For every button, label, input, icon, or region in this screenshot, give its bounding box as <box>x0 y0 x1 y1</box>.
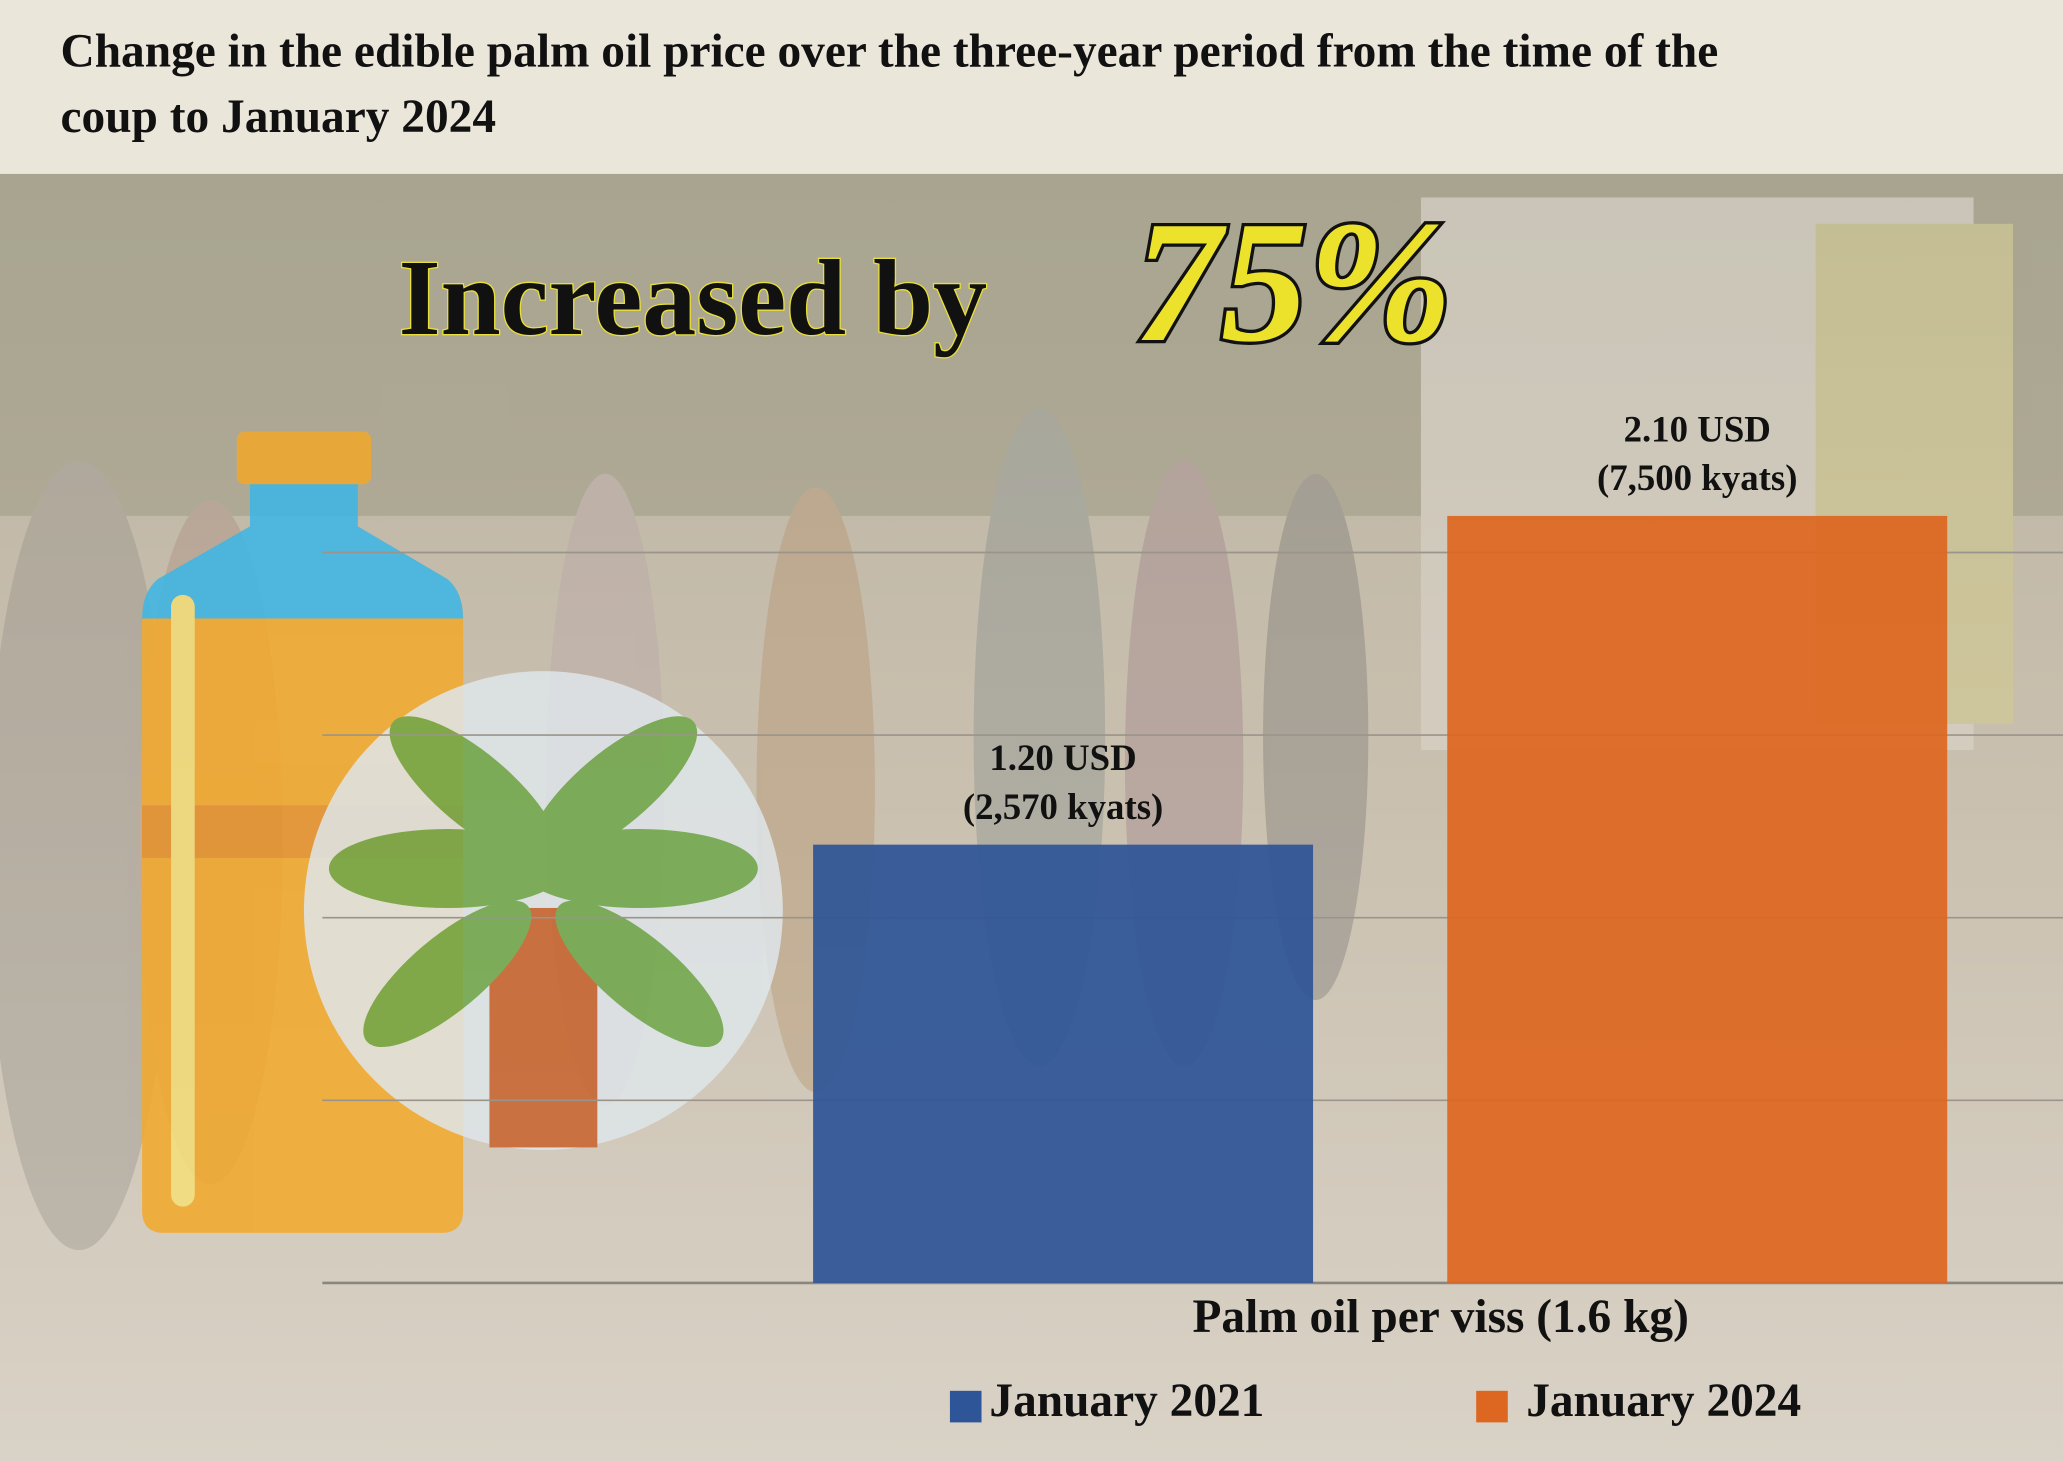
annotation-percent: 75% <box>1134 185 1452 378</box>
legend-label: January 2021 <box>989 1375 1264 1427</box>
value-label: 2.10 USD <box>1624 409 1771 450</box>
legend-swatch <box>1476 1390 1508 1423</box>
value-sublabel: (2,570 kyats) <box>963 786 1164 827</box>
bar <box>1447 515 1948 1283</box>
chart-title: Change in the edible palm oil price over… <box>61 25 1719 143</box>
legend-swatch <box>949 1390 982 1423</box>
legend-label: January 2024 <box>1526 1375 1801 1427</box>
bar <box>813 844 1314 1283</box>
x-tick-label: Palm oil per viss (1.6 kg) <box>1192 1291 1688 1343</box>
palm-icon <box>303 671 783 1151</box>
value-sublabel: (7,500 kyats) <box>1597 457 1798 498</box>
header-band <box>0 0 2063 174</box>
plot-area: Palm oil per viss (1.6 kg) 1.20 USD (2,570… <box>322 409 2063 1427</box>
value-label: 1.20 USD <box>989 737 1136 778</box>
annotation-text: Increased by <box>399 239 987 358</box>
